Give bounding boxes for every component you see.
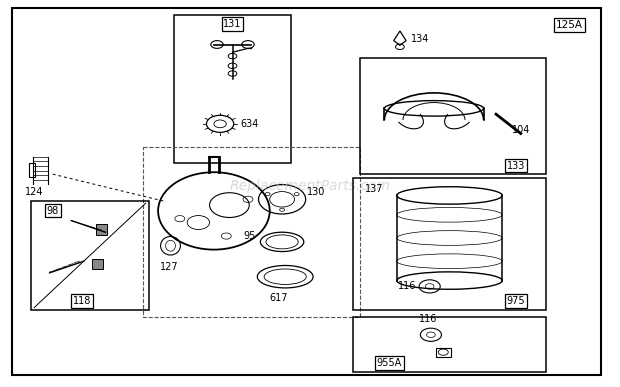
Text: 125A: 125A	[556, 20, 583, 30]
Bar	[353, 317, 546, 372]
Text: 975: 975	[507, 296, 525, 306]
Bar	[436, 348, 451, 357]
Bar	[174, 15, 291, 163]
Text: 955A: 955A	[377, 358, 402, 368]
Text: 116: 116	[418, 314, 437, 324]
Bar	[31, 201, 149, 310]
Text: 95: 95	[244, 231, 256, 241]
Bar	[360, 58, 546, 174]
Bar	[29, 163, 35, 177]
Text: ReplacementParts.com: ReplacementParts.com	[229, 179, 391, 193]
Text: 131: 131	[223, 19, 242, 29]
Bar	[92, 259, 103, 269]
Text: 116: 116	[397, 281, 416, 291]
Text: 634: 634	[241, 119, 259, 129]
Text: 118: 118	[73, 296, 91, 306]
Text: 137: 137	[365, 184, 383, 194]
Text: 98: 98	[46, 205, 59, 216]
Bar	[143, 147, 360, 317]
Bar	[96, 224, 107, 235]
Text: 617: 617	[270, 293, 288, 303]
Text: 124: 124	[25, 187, 43, 197]
Bar	[353, 178, 546, 310]
Text: 134: 134	[411, 34, 430, 44]
Text: 127: 127	[160, 262, 179, 272]
Text: 130: 130	[307, 187, 326, 197]
Text: 133: 133	[507, 161, 525, 171]
Text: 104: 104	[512, 125, 530, 135]
